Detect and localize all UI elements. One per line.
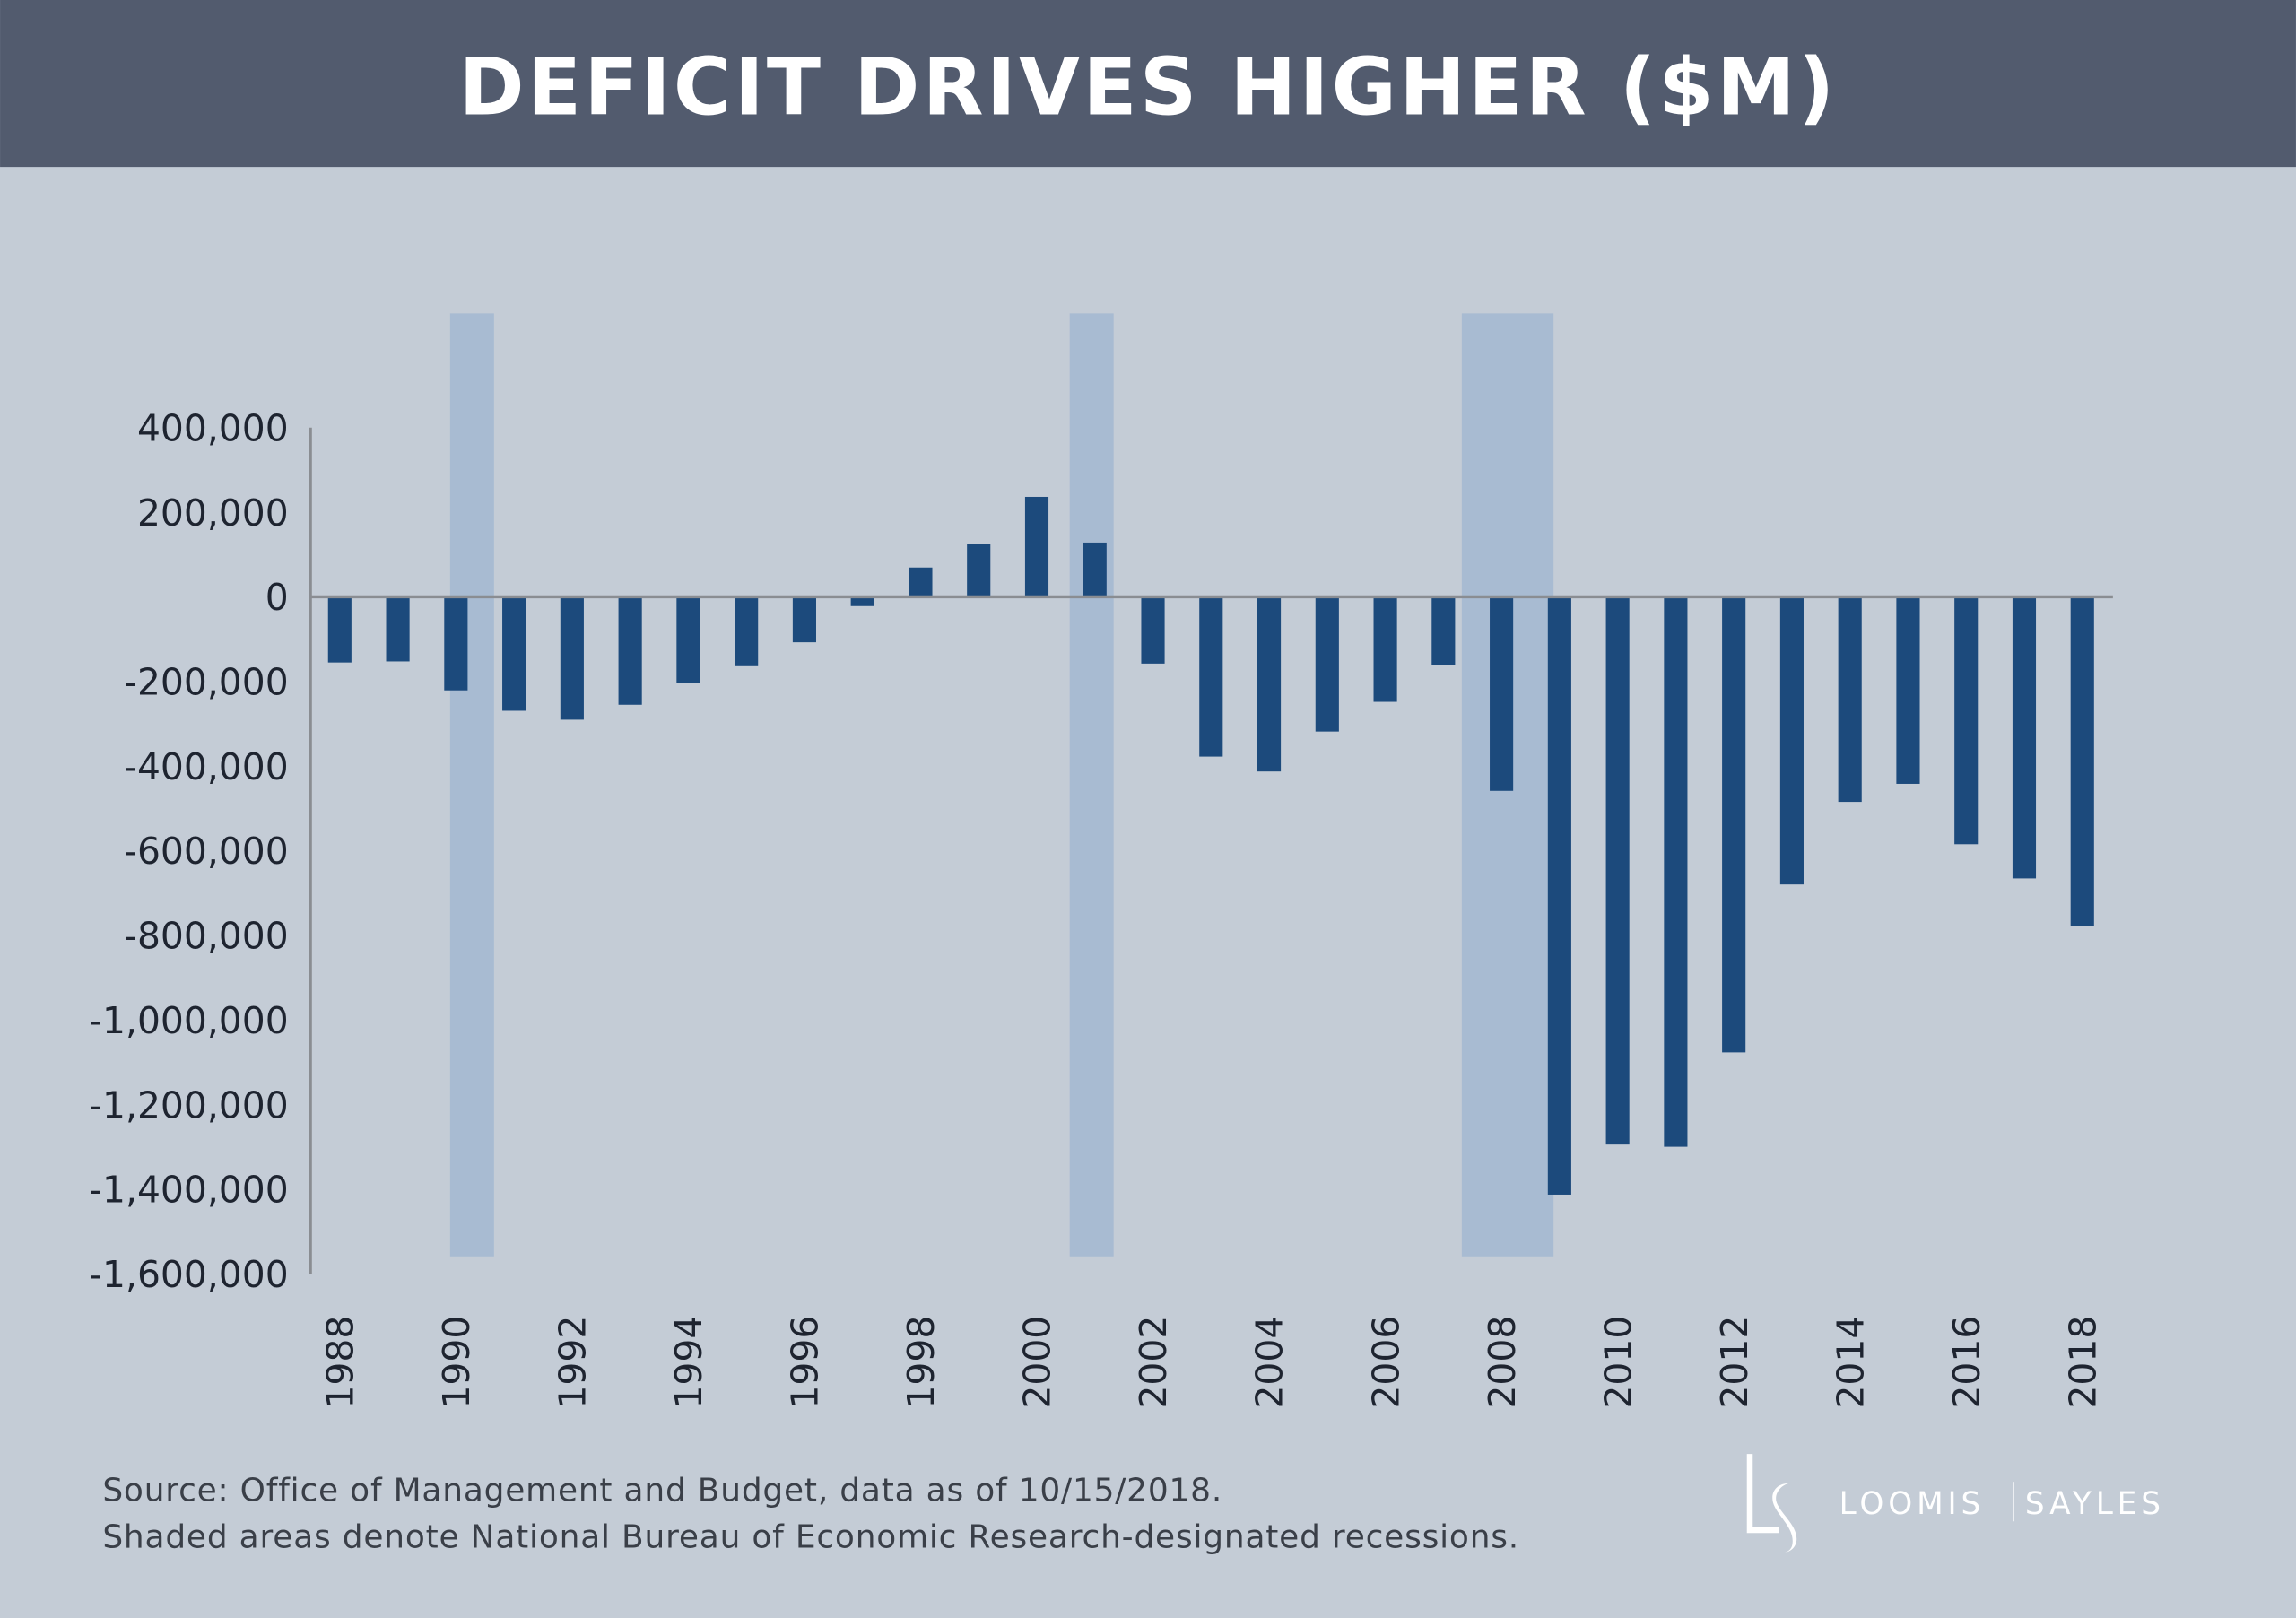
x-tick-label: 2004 (1248, 1316, 1292, 1409)
y-tick-label: -200,000 (124, 660, 288, 703)
bar-2008 (1490, 596, 1514, 791)
bar-1988 (327, 596, 352, 663)
y-tick-labels: 400,000 200,000 0 -200,000 -400,000 -600,000 -… (89, 406, 288, 1296)
bar-2018 (2070, 596, 2094, 926)
bar-2009 (1547, 596, 1571, 1195)
x-tick-label: 2010 (1596, 1316, 1639, 1409)
y-tick-label: -1,200,000 (89, 1083, 288, 1127)
y-tick-label: -1,000,000 (89, 999, 288, 1042)
y-tick-label: -1,400,000 (89, 1169, 288, 1212)
x-tick-label: 2012 (1713, 1316, 1756, 1409)
x-tick-labels: 1988 1990 1992 1994 1996 1998 2000 2002 2004 2006… (319, 1316, 2105, 1409)
logo-monogram (1746, 1454, 1797, 1554)
bar-1992 (560, 596, 584, 720)
bar-1997 (850, 596, 874, 606)
x-tick-label: 1994 (667, 1316, 710, 1409)
x-tick-label: 2000 (1016, 1316, 1059, 1409)
bar-2017 (2012, 596, 2037, 879)
x-tick-label: 1996 (784, 1316, 827, 1409)
bar-2003 (1199, 596, 1223, 757)
y-tick-label: 400,000 (137, 406, 289, 449)
chart-title: DEFICIT DRIVES HIGHER ($M) (458, 40, 1837, 133)
bar-2005 (1315, 596, 1339, 732)
x-tick-label: 1988 (319, 1316, 362, 1409)
x-tick-label: 2014 (1829, 1316, 1872, 1409)
bar-2007 (1431, 596, 1456, 665)
bar-2002 (1141, 596, 1165, 664)
x-tick-label: 2016 (1945, 1316, 1988, 1409)
y-tick-label: -600,000 (124, 830, 288, 873)
logo-text-left: LOOMIS (1839, 1486, 1986, 1522)
y-tick-label: 0 (265, 576, 289, 619)
bars-group (327, 496, 2094, 1195)
x-tick-label: 2006 (1364, 1316, 1407, 1409)
x-tick-label: 1990 (435, 1316, 478, 1409)
bar-1991 (502, 596, 526, 711)
bar-1996 (792, 596, 816, 643)
bar-2015 (1896, 596, 1920, 784)
recession-note: Shaded areas denote National Bureau of E… (102, 1519, 1519, 1556)
bar-1993 (618, 596, 642, 705)
bar-2006 (1373, 596, 1397, 702)
y-tick-label: -800,000 (124, 915, 288, 958)
y-tick-label: -1,600,000 (89, 1253, 288, 1296)
source-note: Source: Office of Management and Budget,… (102, 1472, 1222, 1509)
header-bar (0, 0, 2296, 168)
y-tick-label: -400,000 (124, 745, 288, 788)
bar-1999 (967, 544, 991, 597)
x-tick-label: 1998 (900, 1316, 943, 1409)
x-tick-label: 2008 (1481, 1316, 1524, 1409)
bar-2011 (1664, 596, 1688, 1147)
bar-1994 (676, 596, 700, 683)
bar-1990 (444, 596, 468, 691)
bar-2004 (1257, 596, 1282, 772)
x-tick-label: 2002 (1132, 1316, 1175, 1409)
loomis-sayles-logo: LOOMIS SAYLES (1746, 1454, 2165, 1554)
recession-band (1069, 313, 1114, 1257)
bar-1989 (386, 596, 410, 662)
bar-2001 (1083, 542, 1107, 597)
bar-1998 (909, 567, 933, 597)
x-tick-label: 2018 (2061, 1316, 2104, 1409)
x-tick-label: 1992 (552, 1316, 595, 1409)
bar-2000 (1024, 496, 1049, 597)
bar-2012 (1722, 596, 1746, 1053)
logo-text-right: SAYLES (2025, 1486, 2165, 1522)
y-tick-label: 200,000 (137, 491, 289, 535)
bar-2014 (1838, 596, 1862, 803)
bar-2010 (1605, 596, 1630, 1145)
bar-2016 (1954, 596, 1979, 845)
bar-2013 (1779, 596, 1804, 885)
bar-1995 (735, 596, 759, 666)
recession-band (449, 313, 494, 1257)
